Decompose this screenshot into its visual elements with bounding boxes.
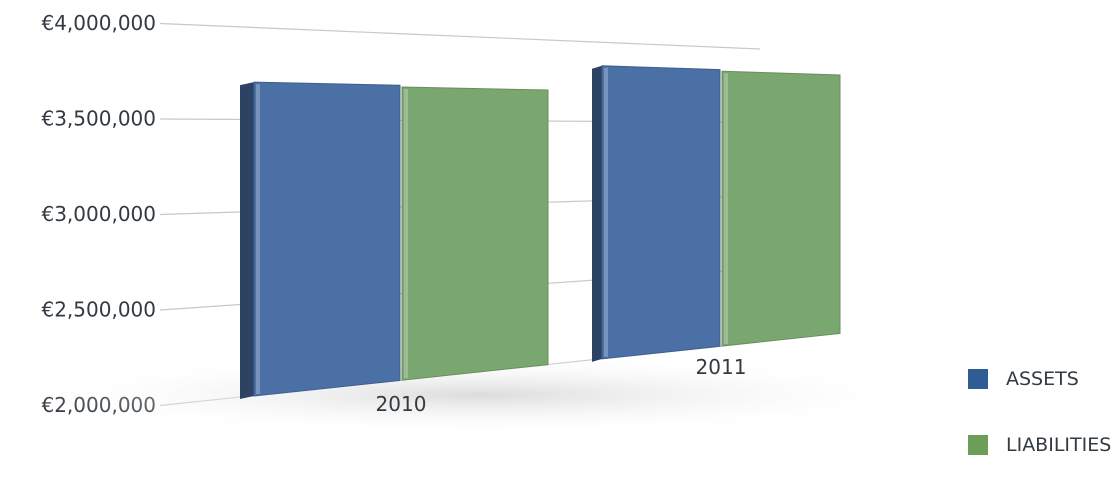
bar-liabilities-2011: [721, 70, 841, 347]
bar-assets-2011: [601, 65, 721, 360]
bar-assets-2010: [253, 81, 401, 397]
bar-chart: €2,000,000€2,500,000€3,000,000€3,500,000…: [10, 11, 950, 435]
bar-highlight: [256, 84, 260, 395]
bar-side-assets-2011: [592, 65, 602, 362]
legend-swatch-liabilities: [968, 435, 988, 455]
y-tick-label: €3,500,000: [41, 107, 156, 131]
y-tick-label: €3,000,000: [41, 202, 156, 226]
y-tick-label: €2,500,000: [41, 298, 156, 322]
bar-highlight: [404, 89, 408, 379]
legend: ASSETS LIABILITIES: [968, 364, 1111, 496]
legend-label-assets: ASSETS: [1006, 368, 1079, 390]
legend-item-liabilities: LIABILITIES: [968, 430, 1111, 460]
bar-highlight: [724, 73, 728, 345]
x-axis-labels: 2010 2011: [376, 355, 747, 416]
x-tick-label-2010: 2010: [376, 392, 427, 416]
legend-label-liabilities: LIABILITIES: [1006, 434, 1112, 456]
bar-liabilities-2010: [401, 86, 549, 381]
gridline: [159, 22, 761, 50]
bar-side-assets-2010: [240, 82, 254, 400]
legend-swatch-assets: [968, 369, 988, 389]
y-axis-ticks: €2,000,000€2,500,000€3,000,000€3,500,000…: [41, 11, 156, 417]
bar-highlight: [604, 67, 608, 357]
bars: [240, 65, 841, 400]
legend-item-assets: ASSETS: [968, 364, 1111, 394]
y-tick-label: €4,000,000: [41, 11, 156, 35]
x-tick-label-2011: 2011: [696, 355, 747, 379]
